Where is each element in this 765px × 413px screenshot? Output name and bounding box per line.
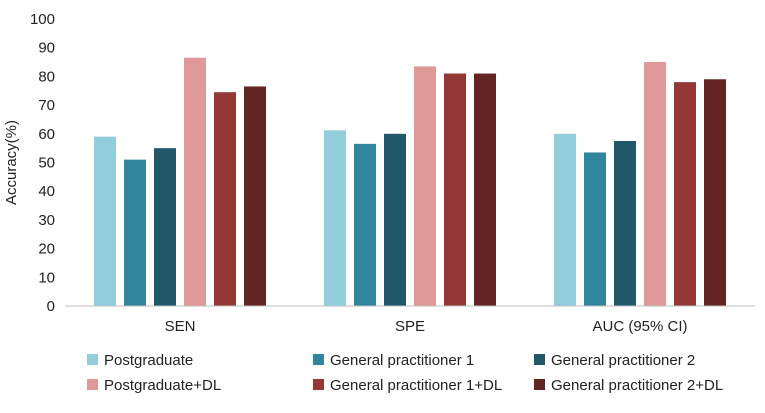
bar-spe-series-3 xyxy=(384,133,406,306)
bar-sen-series-4 xyxy=(184,57,206,307)
legend-swatch xyxy=(313,354,324,365)
y-tick-label: 20 xyxy=(38,241,55,258)
y-tick-label: 30 xyxy=(38,212,55,229)
legend-label: Postgraduate+DL xyxy=(104,377,221,394)
y-tick-label: 80 xyxy=(38,68,55,85)
bar-spe-series-2 xyxy=(354,143,376,306)
y-tick-label: 70 xyxy=(38,97,55,114)
legend-swatch xyxy=(534,379,545,390)
legend-item: Postgraduate+DL xyxy=(87,377,221,394)
bar-auc-95-ci-series-2 xyxy=(584,152,606,306)
bar-spe-series-1 xyxy=(324,130,346,306)
bar-sen-series-6 xyxy=(244,86,266,306)
legend: Postgraduate General practitioner 1 Genera… xyxy=(87,352,723,394)
bar-auc-95-ci-series-3 xyxy=(614,140,636,306)
y-tick-label: 40 xyxy=(38,183,55,200)
y-tick-label: 100 xyxy=(30,11,55,28)
bar-spe-series-4 xyxy=(414,66,436,306)
legend-item: Postgraduate xyxy=(87,352,193,369)
y-tick-label: 10 xyxy=(38,269,55,286)
bar-sen-series-1 xyxy=(94,136,116,306)
legend-label: Postgraduate xyxy=(104,352,193,369)
bar-spe-series-6 xyxy=(474,73,496,306)
legend-swatch xyxy=(87,354,98,365)
legend-label: General practitioner 2+DL xyxy=(551,377,723,394)
bar-sen-series-5 xyxy=(214,92,236,306)
legend-swatch xyxy=(534,354,545,365)
category-label: AUC (95% CI) xyxy=(592,318,687,335)
bar-auc-95-ci-series-5 xyxy=(674,82,696,306)
y-tick-label: 0 xyxy=(47,298,55,315)
bar-sen-series-3 xyxy=(154,148,176,306)
category-label: SPE xyxy=(395,318,425,335)
legend-item: General practitioner 1+DL xyxy=(313,377,502,394)
legend-label: General practitioner 2 xyxy=(551,352,695,369)
legend-item: General practitioner 2+DL xyxy=(534,377,723,394)
bar-auc-95-ci-series-4 xyxy=(644,62,666,306)
legend-label: General practitioner 1+DL xyxy=(330,377,502,394)
bar-auc-95-ci-series-1 xyxy=(554,133,576,306)
legend-item: General practitioner 2 xyxy=(534,352,695,369)
legend-swatch xyxy=(313,379,324,390)
bar-spe-series-5 xyxy=(444,73,466,306)
y-axis-ticks: 0 10 20 30 40 50 60 70 80 90 100 xyxy=(30,11,55,315)
bar-sen-series-2 xyxy=(124,159,146,306)
y-axis-title: Accuracy(%) xyxy=(3,120,20,205)
legend-label: General practitioner 1 xyxy=(330,352,474,369)
y-tick-label: 60 xyxy=(38,126,55,143)
y-tick-label: 90 xyxy=(38,40,55,57)
legend-swatch xyxy=(87,379,98,390)
bar-auc-95-ci-series-6 xyxy=(704,79,726,307)
legend-item: General practitioner 1 xyxy=(313,352,474,369)
category-labels: SEN SPE AUC (95% CI) xyxy=(165,318,688,335)
bars xyxy=(94,57,726,307)
category-label: SEN xyxy=(165,318,196,335)
y-tick-label: 50 xyxy=(38,155,55,172)
